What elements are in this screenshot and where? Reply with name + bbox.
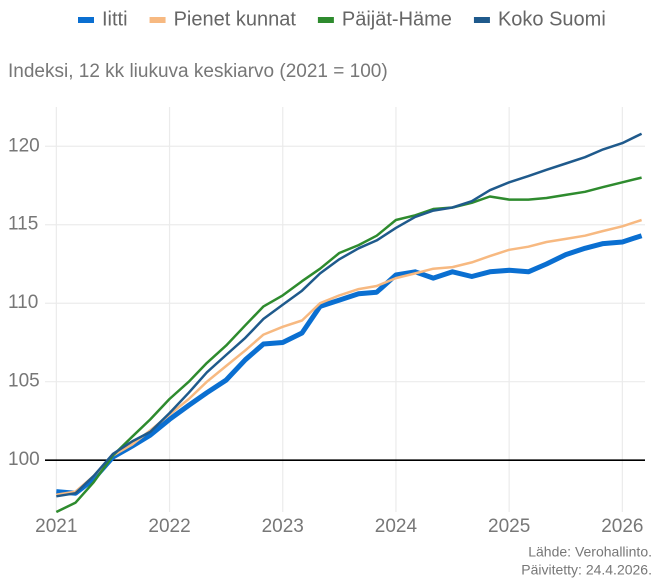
legend-label: Iitti bbox=[102, 8, 128, 30]
y-tick-label: 110 bbox=[8, 292, 38, 313]
x-tick-label: 2025 bbox=[488, 516, 530, 537]
legend-label: Koko Suomi bbox=[498, 8, 606, 30]
y-tick-label: 105 bbox=[8, 371, 40, 392]
x-tick-label: 2024 bbox=[375, 516, 418, 537]
x-tick-label: 2022 bbox=[148, 516, 190, 537]
series-line bbox=[55, 176, 642, 514]
y-tick-label: 120 bbox=[8, 135, 40, 156]
legend-label: Pienet kunnat bbox=[174, 8, 297, 30]
x-tick-label: 2021 bbox=[35, 516, 77, 537]
x-tick-label: 2026 bbox=[601, 516, 643, 537]
updated: Päivitetty: 24.4.2026. bbox=[521, 562, 652, 578]
source: Lähde: Verohallinto. bbox=[528, 544, 652, 560]
y-tick-label: 115 bbox=[8, 214, 38, 235]
y-tick-label: 100 bbox=[8, 449, 40, 470]
x-tick-label: 2023 bbox=[262, 516, 304, 537]
series-line bbox=[56, 233, 643, 496]
series-line bbox=[56, 132, 643, 498]
subtitle: Indeksi, 12 kk liukuva keskiarvo (2021 =… bbox=[8, 61, 388, 82]
legend-label: Päijät-Häme bbox=[342, 8, 452, 30]
